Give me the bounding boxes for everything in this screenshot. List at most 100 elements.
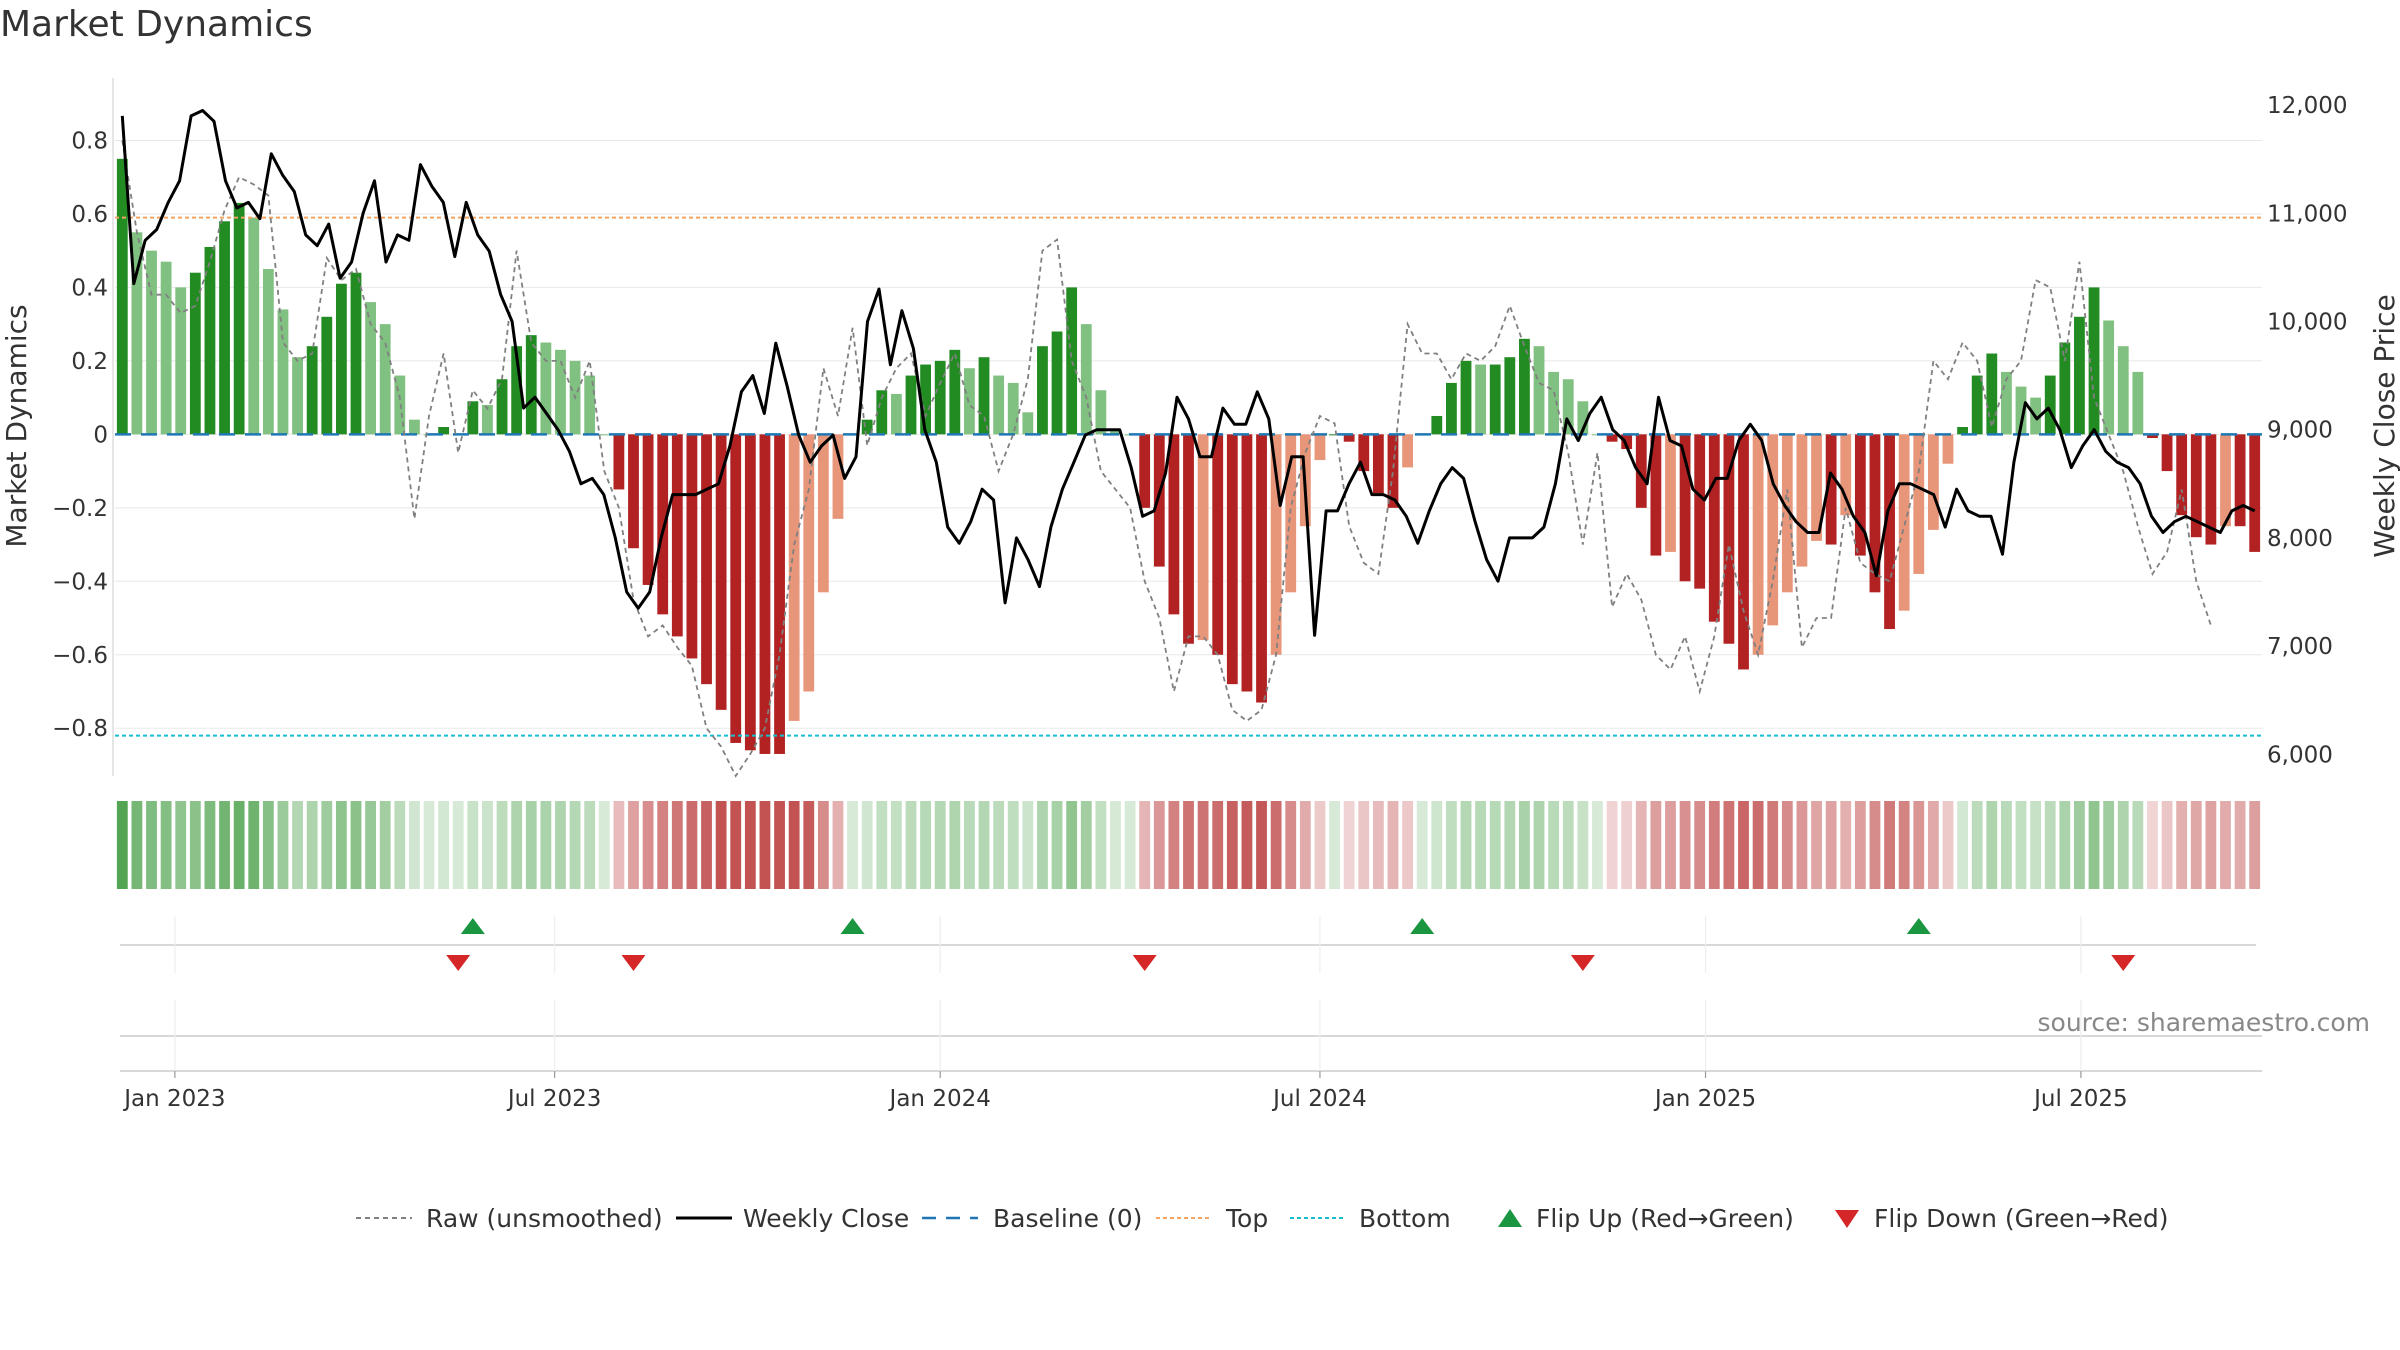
regime-strip-cell: [555, 801, 566, 889]
regime-strip-cell: [934, 801, 946, 889]
dynamics-bar: [1270, 434, 1282, 655]
regime-strip-cell: [1372, 801, 1384, 889]
legend-label: Flip Up (Red→Green): [1536, 1204, 1794, 1233]
regime-strip-cell: [2190, 801, 2202, 889]
regime-strip-cell: [1577, 801, 1589, 889]
dynamics-bar: [1168, 434, 1180, 615]
dynamics-bar: [2147, 434, 2158, 439]
dynamics-bar: [934, 360, 946, 435]
regime-strip-cell: [204, 801, 216, 889]
dynamics-bar: [1708, 434, 1720, 622]
dynamics-bar: [204, 246, 216, 435]
y-tick-label-left: 0.8: [71, 128, 108, 154]
dynamics-bar: [511, 346, 523, 435]
dynamics-bar: [1241, 434, 1253, 692]
regime-strip-cell: [306, 801, 318, 889]
regime-strip-cell: [1343, 801, 1355, 889]
regime-strip-cell: [2001, 801, 2012, 889]
legend-label: Baseline (0): [993, 1204, 1142, 1233]
dynamics-bar: [2234, 434, 2246, 527]
dynamics-bar: [1679, 434, 1691, 582]
regime-strip-cell: [1226, 801, 1238, 889]
flip-down-marker: [1570, 955, 1595, 971]
regime-strip-cell: [1752, 801, 1764, 889]
regime-strip-cell: [1431, 801, 1443, 889]
regime-strip-cell: [1986, 801, 1998, 889]
dynamics-bar: [817, 434, 829, 593]
dynamics-bar: [993, 375, 1005, 435]
regime-strip-cell: [1183, 801, 1194, 889]
dynamics-bar: [160, 261, 172, 435]
regime-strip-cell: [2161, 801, 2173, 889]
dynamics-bar: [1854, 434, 1866, 556]
regime-strip-cell: [1299, 801, 1311, 889]
regime-strip-cell: [2220, 801, 2231, 889]
regime-strip-cell: [2015, 801, 2027, 889]
dynamics-bar: [890, 393, 902, 435]
regime-strip-cell: [1329, 801, 1340, 889]
regime-strip-cell: [2044, 801, 2056, 889]
dynamics-bar: [1927, 434, 1939, 530]
dynamics-bar: [292, 357, 303, 435]
dynamics-bar: [409, 419, 420, 435]
regime-strip-cell: [1665, 801, 1676, 889]
dynamics-bar: [467, 401, 479, 435]
dynamics-bar: [1372, 434, 1384, 494]
y-tick-label-right: 9,000: [2267, 418, 2333, 444]
regime-strip-cell: [1007, 801, 1019, 889]
dynamics-bar: [350, 272, 362, 435]
dynamics-bar: [701, 434, 712, 685]
dynamics-bar: [2176, 434, 2188, 516]
regime-strip-cell: [1533, 801, 1545, 889]
regime-strip-cell: [1825, 801, 1837, 889]
regime-strip-cell: [321, 801, 333, 889]
regime-strip-cell: [715, 801, 727, 889]
dynamics-bar: [671, 434, 683, 637]
regime-strip-cell: [1080, 801, 1092, 889]
regime-strip-cell: [759, 801, 771, 889]
regime-strip-cell: [1723, 801, 1735, 889]
dynamics-bar: [2190, 434, 2202, 538]
regime-strip-cell: [350, 801, 362, 889]
regime-strip-cell: [978, 801, 990, 889]
regime-strip-cell: [1708, 801, 1720, 889]
regime-strip-cell: [1913, 801, 1925, 889]
dynamics-bar: [1548, 371, 1560, 435]
regime-strip-cell: [2117, 801, 2129, 889]
dynamics-bar: [1066, 287, 1078, 435]
dynamics-bar: [1080, 324, 1092, 435]
regime-strip-cell: [686, 801, 698, 889]
dynamics-bar: [1402, 434, 1413, 468]
dynamics-bar: [1913, 434, 1925, 574]
dynamics-bar: [365, 302, 376, 435]
dynamics-bar: [1314, 434, 1326, 461]
regime-strip-cell: [1519, 801, 1530, 889]
dynamics-bar: [379, 324, 391, 435]
regime-strip-cell: [803, 801, 815, 889]
dynamics-bar: [335, 283, 347, 435]
y-tick-label-left: 0: [93, 422, 108, 448]
regime-strip-cell: [613, 801, 625, 889]
dynamics-bar: [146, 250, 157, 435]
regime-strip-cell: [1110, 801, 1121, 889]
dynamics-bar: [189, 272, 201, 435]
regime-strip-cell: [1650, 801, 1662, 889]
dynamics-bar: [1329, 434, 1340, 436]
regime-strip-cell: [1606, 801, 1618, 889]
regime-strip-cell: [379, 801, 391, 889]
regime-strip-cell: [1884, 801, 1895, 889]
dynamics-bar: [233, 202, 245, 435]
dynamics-bar: [1358, 434, 1370, 472]
regime-strip-cell: [1592, 801, 1603, 889]
dynamics-bar: [613, 434, 625, 490]
regime-strip-cell: [642, 801, 654, 889]
dynamics-bar: [774, 434, 785, 754]
regime-strip-cell: [292, 801, 303, 889]
dynamics-bar: [116, 158, 128, 435]
y-tick-label-right: 10,000: [2267, 309, 2347, 335]
regime-strip-cell: [1314, 801, 1326, 889]
regime-strip-cell: [467, 801, 479, 889]
dynamics-bar: [905, 375, 917, 435]
dynamics-bar: [2205, 434, 2217, 545]
regime-strip-cell: [920, 801, 932, 889]
